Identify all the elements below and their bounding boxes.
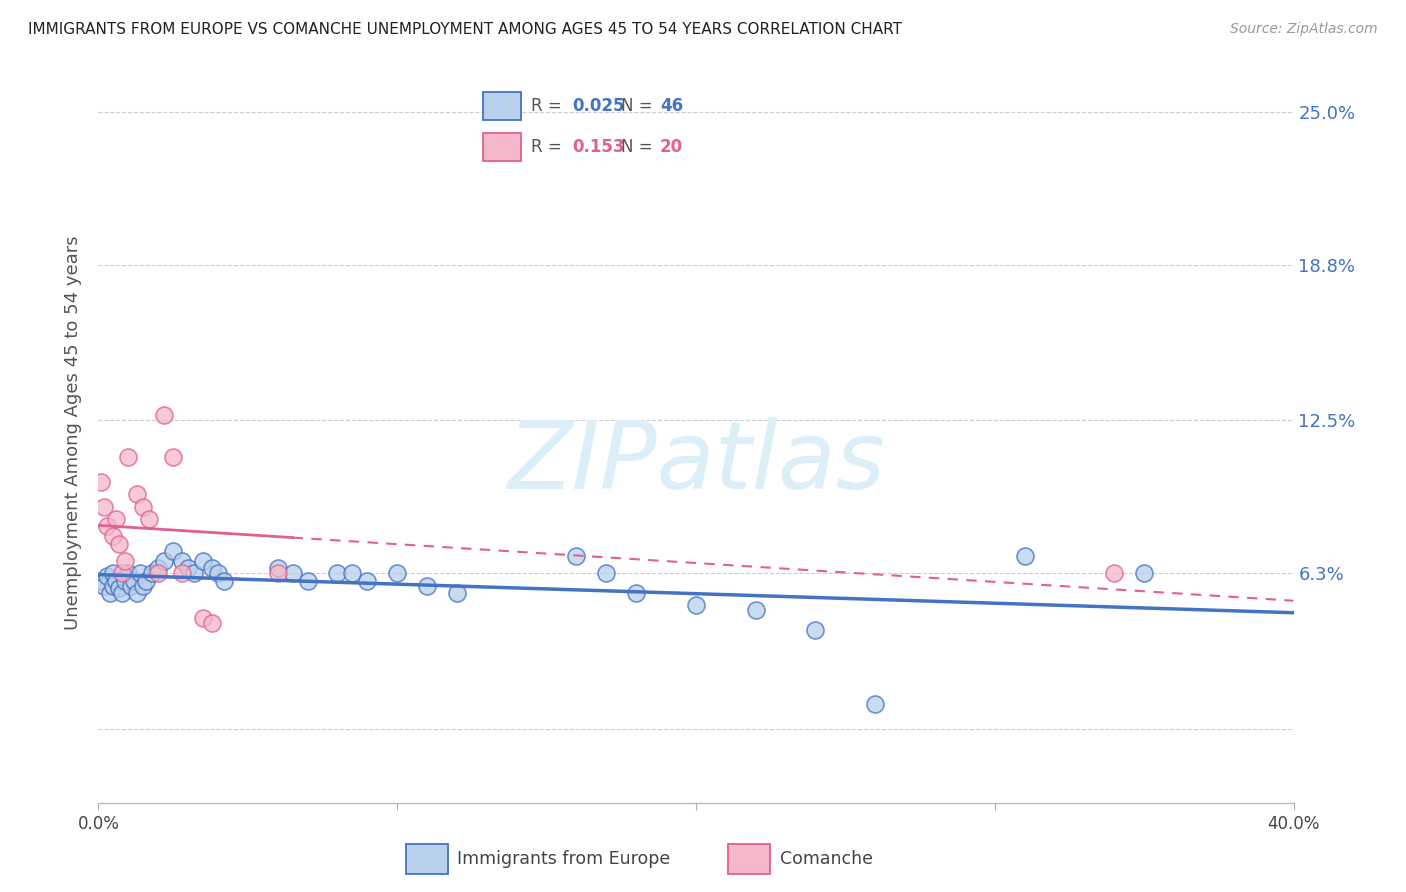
- Point: [162, 450, 184, 465]
- Point: [745, 603, 768, 617]
- Point: [207, 566, 229, 581]
- Point: [1133, 566, 1156, 581]
- Text: ZIPatlas: ZIPatlas: [508, 417, 884, 508]
- Point: [127, 487, 149, 501]
- Point: [416, 579, 439, 593]
- Point: [326, 566, 349, 581]
- Point: [172, 554, 194, 568]
- Point: [191, 611, 214, 625]
- Point: [172, 566, 194, 581]
- Point: [108, 581, 131, 595]
- Point: [153, 409, 176, 423]
- Point: [111, 586, 134, 600]
- Point: [177, 561, 200, 575]
- Point: [117, 450, 139, 465]
- Point: [162, 544, 184, 558]
- Point: [132, 579, 155, 593]
- Point: [90, 574, 112, 588]
- Point: [120, 579, 142, 593]
- Point: [96, 519, 118, 533]
- Point: [135, 574, 157, 588]
- Point: [191, 554, 214, 568]
- Point: [90, 475, 112, 489]
- Point: [281, 566, 304, 581]
- Point: [129, 566, 152, 581]
- Point: [124, 574, 146, 588]
- Point: [212, 574, 235, 588]
- Point: [356, 574, 378, 588]
- Point: [96, 568, 118, 582]
- Point: [105, 512, 128, 526]
- Point: [148, 561, 170, 575]
- Point: [1014, 549, 1036, 563]
- Point: [565, 549, 588, 563]
- Point: [1104, 566, 1126, 581]
- Point: [114, 554, 136, 568]
- Point: [183, 566, 205, 581]
- Point: [153, 554, 176, 568]
- Point: [804, 623, 827, 637]
- Point: [148, 566, 170, 581]
- Point: [385, 566, 409, 581]
- Point: [865, 697, 887, 711]
- Point: [201, 615, 224, 630]
- Point: [297, 574, 319, 588]
- Point: [141, 566, 163, 581]
- Point: [595, 566, 617, 581]
- Point: [114, 574, 136, 588]
- Point: [267, 561, 290, 575]
- Point: [117, 566, 139, 581]
- Y-axis label: Unemployment Among Ages 45 to 54 years: Unemployment Among Ages 45 to 54 years: [63, 235, 82, 630]
- Point: [685, 599, 707, 613]
- Point: [108, 536, 131, 550]
- Point: [201, 561, 224, 575]
- Point: [111, 566, 134, 581]
- Point: [267, 566, 290, 581]
- Point: [342, 566, 364, 581]
- Point: [93, 500, 115, 514]
- Text: IMMIGRANTS FROM EUROPE VS COMANCHE UNEMPLOYMENT AMONG AGES 45 TO 54 YEARS CORREL: IMMIGRANTS FROM EUROPE VS COMANCHE UNEMP…: [28, 22, 903, 37]
- Point: [103, 566, 125, 581]
- Point: [105, 574, 128, 588]
- Point: [103, 529, 125, 543]
- Point: [127, 586, 149, 600]
- Point: [93, 579, 115, 593]
- Point: [98, 586, 122, 600]
- Point: [446, 586, 468, 600]
- Point: [138, 512, 160, 526]
- Point: [626, 586, 648, 600]
- Point: [132, 500, 155, 514]
- Point: [103, 579, 125, 593]
- Text: Source: ZipAtlas.com: Source: ZipAtlas.com: [1230, 22, 1378, 37]
